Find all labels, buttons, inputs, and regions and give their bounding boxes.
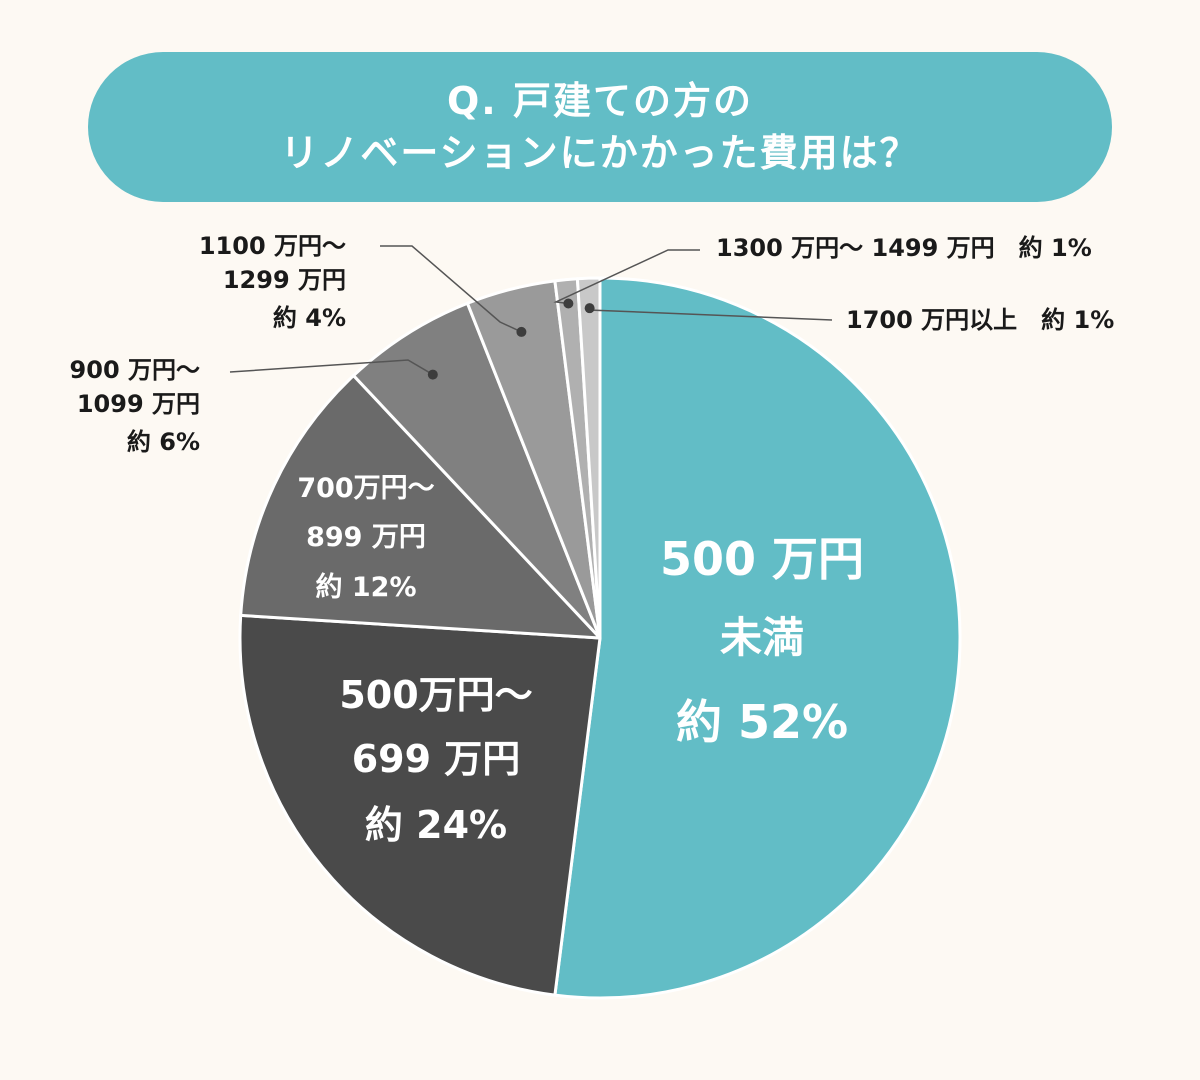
slice-label-4-line-3: 約 6% <box>127 428 200 456</box>
slice-label-2-line-1: 500万円〜 <box>339 673 532 717</box>
chart-title-line-2: リノベーションにかかった費用は？ <box>280 131 920 175</box>
leader-dot-4 <box>427 369 438 380</box>
slice-label-4-line-1: 900 万円〜 <box>70 356 200 384</box>
slice-label-5-line-2: 1299 万円 <box>223 266 346 294</box>
leader-dot-7 <box>584 303 595 314</box>
chart-title-banner: Q. 戸建ての方の リノベーションにかかった費用は？ <box>88 52 1112 202</box>
slice-label-5-line-1: 1100 万円〜 <box>199 232 346 260</box>
slice-label-3-line-3: 約 12% <box>315 571 416 603</box>
slice-label-2-line-3: 約 24% <box>365 803 507 847</box>
chart-title-line-1: Q. 戸建ての方の <box>447 79 753 123</box>
slice-label-2-line-2: 699 万円 <box>352 737 521 781</box>
slice-label-7-line-1: 1700 万円以上 約 1% <box>846 306 1114 334</box>
pie-slices <box>238 276 962 1000</box>
leader-line-6 <box>553 249 700 305</box>
leader-line-4 <box>229 359 434 376</box>
slice-label-1-line-3: 約 52% <box>676 695 848 749</box>
pie-slice-4 <box>352 301 602 640</box>
slice-label-1-line-1: 500 万円 <box>660 532 864 586</box>
slice-label-6-line-1: 1300 万円〜 1499 万円 約 1% <box>716 234 1092 262</box>
pie-slice-7 <box>575 276 602 640</box>
leader-dot-6 <box>563 298 574 309</box>
slice-label-4-line-2: 1099 万円 <box>77 390 200 418</box>
slice-label-1-line-2: 未満 <box>720 613 804 662</box>
leader-line-5 <box>380 245 522 333</box>
slice-label-3-line-1: 700万円〜 <box>297 473 434 504</box>
pie-slice-2 <box>238 613 602 997</box>
pie-slice-1 <box>553 276 962 1000</box>
slice-label-3-line-2: 899 万円 <box>306 522 426 553</box>
slice-label-5-line-3: 約 4% <box>273 304 346 332</box>
leader-dot-5 <box>516 326 527 337</box>
pie-slice-3 <box>239 374 602 640</box>
